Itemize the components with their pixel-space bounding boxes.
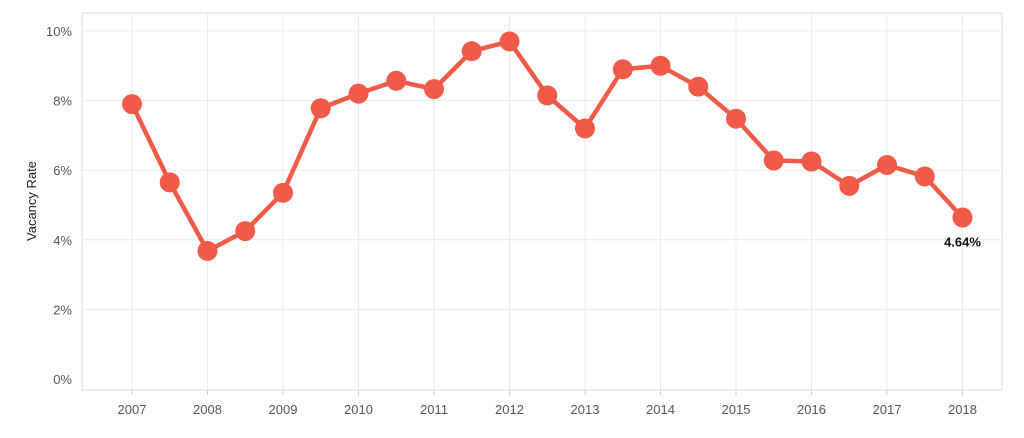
gridlines <box>82 13 1002 395</box>
x-tick-label: 2014 <box>646 402 675 417</box>
data-point <box>461 41 482 62</box>
data-label: 4.64% <box>944 235 981 250</box>
y-tick-label: 4% <box>53 233 72 248</box>
data-point <box>310 98 331 119</box>
x-tick-label: 2011 <box>420 402 448 417</box>
y-tick-label: 10% <box>46 24 72 39</box>
data-point <box>914 166 935 187</box>
data-point <box>235 221 256 242</box>
x-axis-ticks: 2007 2008 2009 2010 2011 2012 2013 2014 2015 2016… <box>118 402 977 417</box>
data-point <box>197 240 218 261</box>
x-tick-label: 2018 <box>948 402 977 417</box>
data-labels: 4.64% <box>944 235 981 250</box>
y-axis-label: Vacancy Rate <box>24 161 39 241</box>
data-point <box>726 108 746 129</box>
y-tick-label: 2% <box>53 302 72 317</box>
x-tick-label: 2012 <box>495 402 524 417</box>
data-point <box>159 172 180 193</box>
x-tick-label: 2010 <box>344 402 373 417</box>
data-point <box>952 207 973 228</box>
series-vacancy-rate <box>122 31 973 261</box>
x-tick-label: 2016 <box>797 402 826 417</box>
y-axis-ticks: 0% 2% 4% 6% 8% 10% <box>46 24 72 387</box>
x-tick-label: 2017 <box>873 402 902 417</box>
data-point <box>688 76 709 97</box>
data-point <box>839 175 860 196</box>
y-tick-label: 6% <box>53 163 72 178</box>
data-point <box>612 59 633 80</box>
data-point <box>763 150 784 171</box>
data-point <box>801 151 822 172</box>
x-tick-label: 2013 <box>571 402 600 417</box>
y-tick-label: 0% <box>53 372 72 387</box>
x-tick-label: 2009 <box>269 402 298 417</box>
data-point <box>424 79 444 100</box>
y-tick-label: 8% <box>53 94 72 109</box>
data-point <box>499 31 520 52</box>
data-point <box>348 83 369 104</box>
plot-area <box>81 12 1003 391</box>
data-point <box>122 94 142 115</box>
data-point <box>537 85 558 106</box>
x-tick-label: 2007 <box>118 402 147 417</box>
x-tick-label: 2008 <box>193 402 222 417</box>
data-point <box>650 55 671 76</box>
x-tick-label: 2015 <box>722 402 751 417</box>
data-point <box>386 70 407 91</box>
data-point <box>273 182 293 203</box>
data-point <box>575 118 595 139</box>
data-point <box>877 154 897 175</box>
